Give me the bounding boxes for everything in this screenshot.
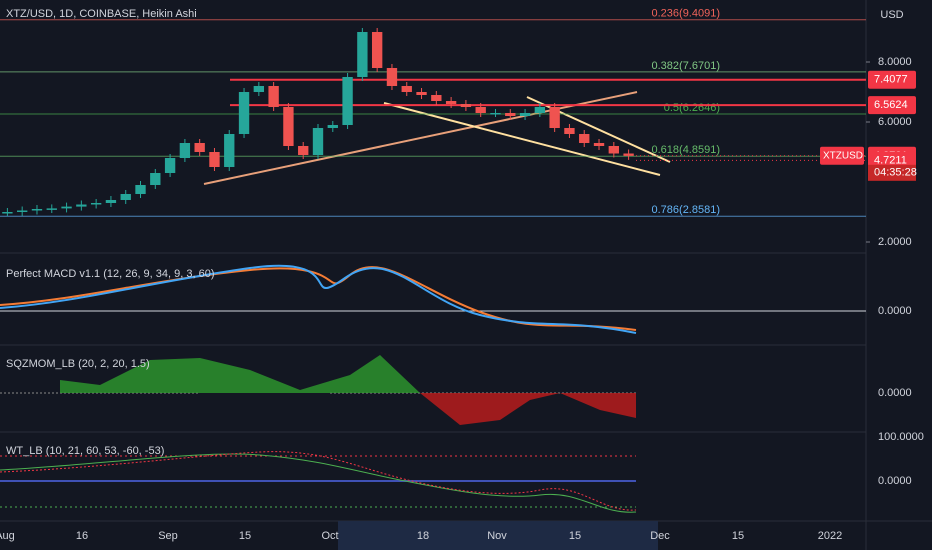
candle — [17, 210, 28, 212]
x-tick-label: Oct — [321, 530, 338, 542]
candle — [312, 127, 324, 155]
momentum-positive — [60, 355, 420, 393]
wt2 — [0, 451, 637, 511]
fib-label: 0.618(4.8591) — [652, 144, 721, 156]
indicator-title: Perfect MACD v1.1 (12, 26, 9, 34, 9, 3, … — [6, 268, 215, 280]
candle — [90, 202, 102, 205]
trend-line — [383, 102, 661, 176]
x-tick-label: Dec — [650, 530, 670, 542]
price-tag-label: 6.5624 — [874, 99, 908, 111]
countdown-bg — [868, 164, 916, 181]
candle — [2, 211, 13, 214]
candle — [209, 151, 220, 167]
x-tick-label: Nov — [487, 530, 507, 542]
candle — [431, 95, 442, 102]
indicator-title: SQZMOM_LB (20, 2, 20, 1.5) — [6, 358, 150, 370]
x-tick-label: 2022 — [818, 530, 842, 542]
candle — [401, 86, 412, 93]
y-tick-label: 0.0000 — [878, 305, 912, 317]
candle — [283, 107, 294, 146]
candle — [164, 157, 176, 173]
candle — [298, 145, 309, 155]
candle — [238, 92, 250, 134]
candle — [460, 104, 472, 108]
candle — [505, 113, 516, 117]
x-tick-label: 15 — [569, 530, 581, 542]
candle — [105, 199, 117, 203]
candle — [253, 86, 265, 93]
trend-line — [203, 91, 638, 185]
candle — [549, 107, 560, 128]
price-tag-label: 4.7211 — [874, 154, 907, 166]
countdown: 04:35:28 — [874, 167, 917, 179]
candle — [534, 107, 546, 114]
fib-label: 0.786(2.8581) — [652, 204, 721, 216]
x-tick-label: 15 — [732, 530, 744, 542]
candle — [386, 68, 398, 87]
symbol-tag: XTZUSD — [823, 150, 863, 161]
candle — [445, 101, 457, 105]
x-tick-label: Sep — [158, 530, 178, 542]
fib-label: 0.236(9.4091) — [652, 8, 721, 20]
macd-line — [0, 264, 637, 334]
candle — [475, 107, 486, 114]
y-tick-label: 6.0000 — [878, 116, 912, 128]
x-tick-label: 15 — [239, 530, 251, 542]
candle — [120, 193, 131, 200]
y-tick-label: 0.0000 — [878, 475, 912, 487]
x-tick-label: Aug — [0, 530, 15, 542]
candle — [76, 204, 87, 207]
candle — [224, 133, 235, 167]
x-range-highlight — [338, 521, 658, 550]
candle — [519, 113, 531, 117]
candle — [150, 172, 161, 185]
candle — [623, 153, 634, 156]
indicator-title: WT_LB (10, 21, 60, 53, -60, -53) — [6, 445, 164, 457]
candle — [416, 92, 427, 96]
candle — [579, 133, 590, 143]
price-tag — [868, 70, 916, 89]
candle — [135, 184, 146, 194]
candle — [490, 113, 501, 115]
x-tick-label: 16 — [76, 530, 88, 542]
price-tag-label: 7.4077 — [874, 74, 908, 86]
candle — [327, 125, 338, 128]
candle — [179, 142, 191, 158]
currency: USD — [880, 9, 903, 21]
candle — [593, 142, 605, 146]
y-tick-label: 8.0000 — [878, 56, 912, 68]
candle — [357, 32, 368, 78]
chart-title: XTZ/USD, 1D, COINBASE, Heikin Ashi — [6, 8, 197, 20]
candle — [342, 77, 353, 125]
y-tick-label: 100.0000 — [878, 431, 924, 443]
x-tick-label: 18 — [417, 530, 429, 542]
y-tick-label: 0.0000 — [878, 387, 912, 399]
momentum-negative — [420, 393, 636, 425]
candle — [371, 32, 383, 69]
candle — [31, 208, 43, 211]
price-tag — [868, 96, 916, 115]
candle — [61, 206, 72, 209]
fib-label: 0.382(7.6701) — [652, 60, 721, 72]
wt1 — [0, 453, 637, 513]
candle — [564, 127, 575, 134]
candle — [268, 86, 279, 108]
y-tick-label: 2.0000 — [878, 236, 912, 248]
candle — [608, 145, 619, 154]
symbol-tag-bg — [820, 146, 864, 165]
candle — [46, 208, 57, 210]
candle — [194, 142, 205, 152]
fib-label: 0.5(6.2646) — [664, 102, 720, 114]
